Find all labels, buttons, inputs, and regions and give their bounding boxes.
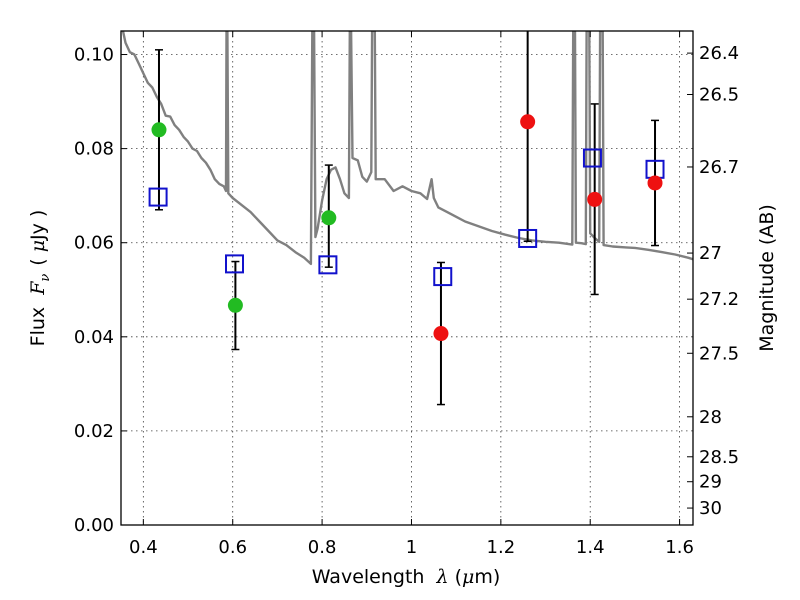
plot-frame <box>120 30 694 526</box>
model-point <box>318 255 338 275</box>
x-tick-label: 1.2 <box>487 537 516 558</box>
y-tick-label: 0.02 <box>74 421 114 442</box>
y2-tick-label: 28.5 <box>699 447 739 468</box>
model-point <box>225 254 245 274</box>
x-tick-label: 1.4 <box>576 537 605 558</box>
y2-tick-label: 26.7 <box>699 157 739 178</box>
y2-tick-label: 26.5 <box>699 85 739 106</box>
y-tick-label: 0.00 <box>74 515 114 536</box>
observed-point <box>520 114 536 130</box>
y-tick-label: 0.06 <box>74 233 114 254</box>
x-tick-label: 1 <box>406 537 417 558</box>
x-tick-label: 0.6 <box>218 537 247 558</box>
x-axis-title: Wavelength λ (μm) <box>312 566 501 588</box>
y2-tick-label: 29 <box>699 472 722 493</box>
model-point <box>148 187 168 207</box>
model-point <box>518 228 538 248</box>
y2-tick-label: 27 <box>699 243 722 264</box>
observed-point <box>321 210 337 226</box>
x-tick-label: 0.4 <box>129 537 158 558</box>
x-tick-label: 0.8 <box>308 537 337 558</box>
observed-point <box>433 326 449 342</box>
y2-axis-title: Magnitude (AB) <box>756 204 778 352</box>
error-bars <box>154 31 660 406</box>
template-spectrum-line <box>121 31 693 266</box>
observed-point <box>227 297 243 313</box>
y2-tick-label: 28 <box>699 407 722 428</box>
grid <box>121 31 693 526</box>
y2-tick-label: 30 <box>699 498 722 519</box>
model-point <box>582 148 602 168</box>
observed-point <box>151 122 167 138</box>
axis-ticks: 0.4 0.6 0.8 1 1.2 1.4 1.6 0.00 0.02 0.04 0.06 0.08 0… <box>74 31 739 558</box>
model-point <box>433 267 453 287</box>
y-tick-label: 0.08 <box>74 139 114 160</box>
observed-point <box>587 191 603 207</box>
y2-tick-label: 26.4 <box>699 43 739 64</box>
observed-point <box>647 175 663 191</box>
y-axis-title: Flux Fν(μJy) <box>27 210 53 347</box>
model-points <box>148 148 665 287</box>
y-tick-label: 0.04 <box>74 327 114 348</box>
y2-tick-label: 27.5 <box>699 343 739 364</box>
y2-tick-label: 27.2 <box>699 289 739 310</box>
y-tick-label: 0.10 <box>74 45 114 66</box>
observed-points <box>151 114 663 342</box>
template-spectrum <box>121 31 693 266</box>
x-tick-label: 1.6 <box>665 537 694 558</box>
